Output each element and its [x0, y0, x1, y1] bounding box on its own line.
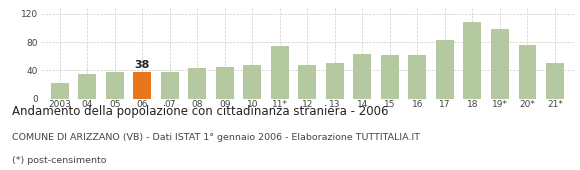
Text: COMUNE DI ARIZZANO (VB) - Dati ISTAT 1° gennaio 2006 - Elaborazione TUTTITALIA.I: COMUNE DI ARIZZANO (VB) - Dati ISTAT 1° …	[12, 133, 419, 142]
Bar	[326, 63, 344, 99]
Bar	[188, 68, 206, 99]
Bar	[161, 72, 179, 99]
Bar	[133, 72, 151, 99]
Bar	[546, 63, 564, 99]
Text: 38: 38	[135, 60, 150, 70]
Bar	[408, 55, 426, 99]
Bar	[244, 65, 262, 99]
Bar	[491, 29, 509, 99]
Bar	[78, 74, 96, 99]
Bar	[271, 46, 289, 99]
Bar	[436, 40, 454, 99]
Bar	[519, 45, 536, 99]
Bar	[463, 22, 481, 99]
Bar	[353, 54, 371, 99]
Bar	[51, 83, 69, 99]
Text: (*) post-censimento: (*) post-censimento	[12, 156, 106, 165]
Bar	[381, 55, 399, 99]
Text: Andamento della popolazione con cittadinanza straniera - 2006: Andamento della popolazione con cittadin…	[12, 105, 388, 118]
Bar	[106, 72, 124, 99]
Bar	[216, 67, 234, 99]
Bar	[299, 65, 316, 99]
